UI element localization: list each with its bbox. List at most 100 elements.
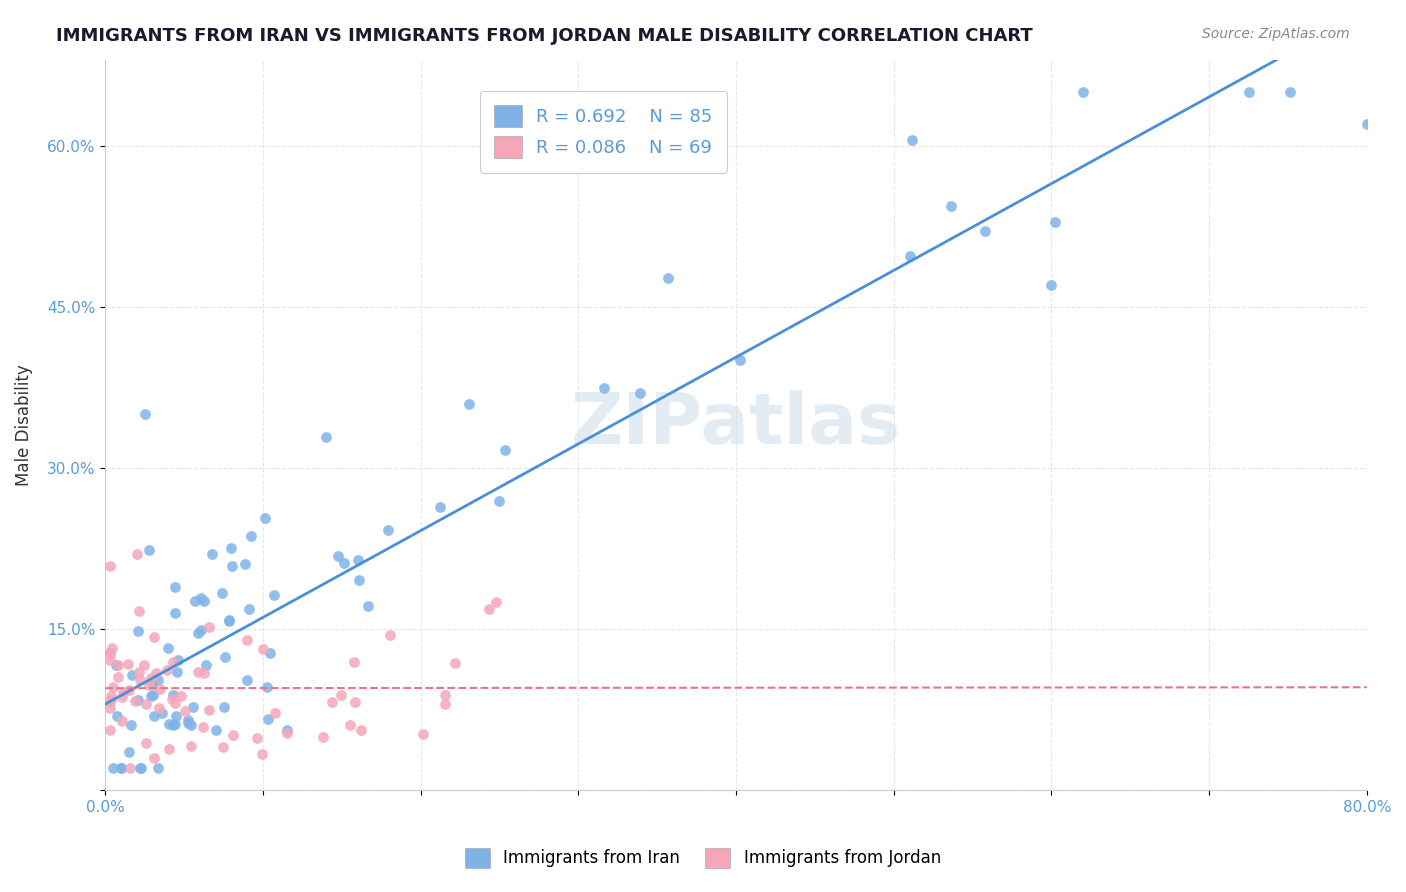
Point [628,386,651,401]
Point [180,717,202,731]
Point [315,430,337,444]
Point [128,665,150,679]
Point [143,630,166,644]
Point [118,683,141,698]
Point [146,673,169,687]
Point [205,723,228,737]
Point [143,708,166,723]
Text: ZIPatlas: ZIPatlas [571,390,901,459]
Point [256,680,278,694]
Point [939,199,962,213]
Point [238,602,260,616]
Point [339,718,361,732]
Point [201,547,224,561]
Point [198,703,221,717]
Point [138,543,160,558]
Point [239,529,262,543]
Point [592,381,614,395]
Point [263,588,285,602]
Point [129,673,152,687]
Point [657,271,679,285]
Point [177,713,200,727]
Point [434,697,457,711]
Point [121,667,143,681]
Point [98,648,121,662]
Point [174,704,197,718]
Point [219,541,242,556]
Point [256,712,278,726]
Point [156,663,179,677]
Point [142,688,165,702]
Point [412,726,434,740]
Point [488,494,510,508]
Point [118,761,141,775]
Point [150,706,173,720]
Point [141,677,163,691]
Point [107,658,129,673]
Point [141,671,163,685]
Point [250,747,273,761]
Point [898,249,921,263]
Point [321,695,343,709]
Point [143,751,166,765]
Point [434,688,457,702]
Point [429,500,451,515]
Point [254,511,277,525]
Point [139,690,162,704]
Point [138,678,160,692]
Point [190,623,212,637]
Point [131,761,153,775]
Point [211,586,233,600]
Point [236,632,259,647]
Point [901,133,924,147]
Point [101,761,124,775]
Point [100,692,122,706]
Point [478,602,501,616]
Point [162,718,184,732]
Point [107,669,129,683]
Text: IMMIGRANTS FROM IRAN VS IMMIGRANTS FROM JORDAN MALE DISABILITY CORRELATION CHART: IMMIGRANTS FROM IRAN VS IMMIGRANTS FROM … [56,27,1033,45]
Point [163,696,186,710]
Point [343,655,366,669]
Point [252,642,274,657]
Point [276,725,298,739]
Point [276,723,298,738]
Point [101,641,124,656]
Point [246,731,269,745]
Point [377,523,399,537]
Point [163,717,186,731]
Point [162,656,184,670]
Point [98,694,121,708]
Point [145,666,167,681]
Point [111,685,134,699]
Point [1043,215,1066,229]
Point [160,691,183,706]
Point [111,690,134,704]
Point [259,647,281,661]
Point [124,694,146,708]
Point [162,688,184,702]
Point [166,665,188,679]
Point [111,714,134,728]
Point [170,689,193,703]
Point [347,552,370,566]
Point [110,761,132,775]
Point [333,556,356,570]
Point [134,407,156,421]
Point [347,574,370,588]
Point [191,720,214,734]
Point [98,645,121,659]
Point [212,739,235,754]
Point [98,723,121,737]
Point [193,593,215,607]
Point [98,653,121,667]
Point [128,603,150,617]
Point [105,658,128,673]
Point [127,693,149,707]
Point [117,657,139,672]
Point [312,730,335,744]
Point [177,715,200,730]
Point [100,689,122,703]
Point [1355,117,1378,131]
Point [157,716,180,731]
